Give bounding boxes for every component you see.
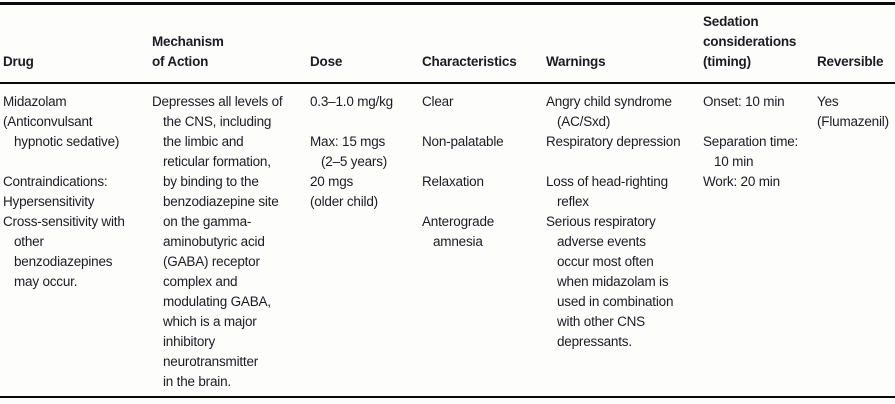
cell-text-line: Non-palatable — [422, 134, 504, 149]
cell-text-line: Angry child syndrome — [546, 94, 672, 109]
cell-text-line: reticular formation, — [163, 154, 271, 169]
cell-text-line: the CNS, including — [163, 114, 272, 129]
cell-text-line: Work: 20 min — [703, 174, 780, 189]
blank-line — [422, 152, 542, 172]
table-column-dose: Dose 0.3–1.0 mg/kg Max: 15 mgs (2–5 years) 2… — [310, 0, 418, 404]
cell-text-line: Anterograde — [422, 214, 495, 229]
blank-line — [546, 152, 701, 172]
column-header-warnings: Warnings — [546, 8, 701, 72]
table-header-rule — [0, 82, 895, 84]
cell-text-line: complex and — [163, 274, 238, 289]
cell-text-line: Onset: 10 min — [703, 94, 785, 109]
cell-text-line: Loss of head-righting — [546, 174, 668, 189]
cell-text-line: 20 mgs — [310, 174, 354, 189]
column-header-reversible: Reversible — [817, 8, 895, 72]
table-column-warnings: Warnings Angry child syndrome (AC/Sxd) Resp… — [546, 0, 701, 404]
column-header-line: Warnings — [546, 54, 606, 69]
table-column-mechanism-of-action: Mechanism of Action Depresses all levels o… — [152, 0, 307, 404]
cell-text-line: (AC/Sxd) — [557, 114, 611, 129]
cell-text-line: which is a major — [163, 314, 257, 329]
column-header-line: Mechanism — [152, 34, 224, 49]
cell-text-line: inhibitory — [163, 334, 216, 349]
blank-line — [422, 192, 542, 212]
column-header-line: Characteristics — [422, 54, 517, 69]
cell-text-line: occur most often — [557, 254, 654, 269]
cell-text-line: Yes — [817, 94, 839, 109]
cell-text-line: (Flumazenil) — [817, 114, 889, 129]
column-header-line: Reversible — [817, 54, 884, 69]
cell-text-line: 10 min — [714, 154, 754, 169]
cell-text-line: (2–5 years) — [321, 154, 388, 169]
cell-text-line: Respiratory depression — [546, 134, 681, 149]
blank-line — [703, 112, 815, 132]
column-body-drug: Midazolam (Anticonvulsant hypnotic sedativ… — [3, 92, 149, 292]
cell-text-line: on the gamma- — [163, 214, 252, 229]
cell-text-line: Clear — [422, 94, 454, 109]
blank-line — [422, 112, 542, 132]
column-body-reversible: Yes (Flumazenil) — [817, 92, 895, 132]
column-header-line: considerations — [703, 34, 797, 49]
cell-text-line: hypnotic sedative) — [14, 134, 120, 149]
cell-text-line: depressants. — [557, 334, 632, 349]
cell-text-line: Contraindications: — [3, 174, 108, 189]
column-body-sedation-considerations: Onset: 10 min Separation time: 10 min Work:… — [703, 92, 815, 192]
cell-text-line: the limbic and — [163, 134, 244, 149]
cell-text-line: (GABA) receptor — [163, 254, 260, 269]
table-bottom-rule — [0, 396, 895, 398]
cell-text-line: 0.3–1.0 mg/kg — [310, 94, 393, 109]
cell-text-line: benzodiazepine site — [163, 194, 279, 209]
cell-text-line: by binding to the — [163, 174, 259, 189]
cell-text-line: (older child) — [310, 194, 378, 209]
cell-text-line: when midazolam is — [557, 274, 669, 289]
column-body-warnings: Angry child syndrome (AC/Sxd) Respiratory … — [546, 92, 701, 352]
cell-text-line: Midazolam — [3, 94, 67, 109]
table-column-drug: Drug Midazolam (Anticonvulsant hypnotic sed… — [3, 0, 149, 404]
column-body-dose: 0.3–1.0 mg/kg Max: 15 mgs (2–5 years) 20 mg… — [310, 92, 418, 212]
cell-text-line: Relaxation — [422, 174, 484, 189]
cell-text-line: aminobutyric acid — [163, 234, 265, 249]
cell-text-line: benzodiazepines — [14, 254, 113, 269]
cell-text-line: Hypersensitivity — [3, 194, 95, 209]
column-header-drug: Drug — [3, 8, 149, 72]
cell-text-line: may occur. — [14, 274, 78, 289]
cell-text-line: reflex — [557, 194, 589, 209]
blank-line — [3, 152, 149, 172]
cell-text-line: Depresses all levels of — [152, 94, 283, 109]
cell-text-line: with other CNS — [557, 314, 645, 329]
table-top-rule — [0, 2, 895, 5]
column-body-mechanism-of-action: Depresses all levels of the CNS, includin… — [152, 92, 307, 392]
column-header-line: (timing) — [703, 54, 751, 69]
table-column-sedation-considerations: Sedation considerations (timing) Onset: 10 … — [703, 0, 815, 404]
column-header-characteristics: Characteristics — [422, 8, 542, 72]
table-column-characteristics: Characteristics Clear Non-palatable Relaxat… — [422, 0, 542, 404]
column-header-dose: Dose — [310, 8, 418, 72]
cell-text-line: other — [14, 234, 44, 249]
table-column-reversible: Reversible Yes (Flumazenil) — [817, 0, 895, 404]
cell-text-line: in the brain. — [163, 374, 231, 389]
blank-line — [310, 112, 418, 132]
column-header-line: Drug — [3, 54, 34, 69]
cell-text-line: modulating GABA, — [163, 294, 271, 309]
column-header-line: Dose — [310, 54, 343, 69]
column-header-sedation-considerations: Sedation considerations (timing) — [703, 8, 815, 72]
cell-text-line: adverse events — [557, 234, 646, 249]
cell-text-line: Max: 15 mgs — [310, 134, 386, 149]
cell-text-line: Serious respiratory — [546, 214, 656, 229]
column-header-line: of Action — [152, 54, 209, 69]
cell-text-line: amnesia — [433, 234, 483, 249]
cell-text-line: used in combination — [557, 294, 674, 309]
column-body-characteristics: Clear Non-palatable Relaxation Anterograde a… — [422, 92, 542, 252]
cell-text-line: (Anticonvulsant — [3, 114, 93, 129]
cell-text-line: neurotransmitter — [163, 354, 259, 369]
column-header-line: Sedation — [703, 14, 759, 29]
cell-text-line: Cross-sensitivity with — [3, 214, 125, 229]
column-header-mechanism-of-action: Mechanism of Action — [152, 8, 307, 72]
cell-text-line: Separation time: — [703, 134, 799, 149]
